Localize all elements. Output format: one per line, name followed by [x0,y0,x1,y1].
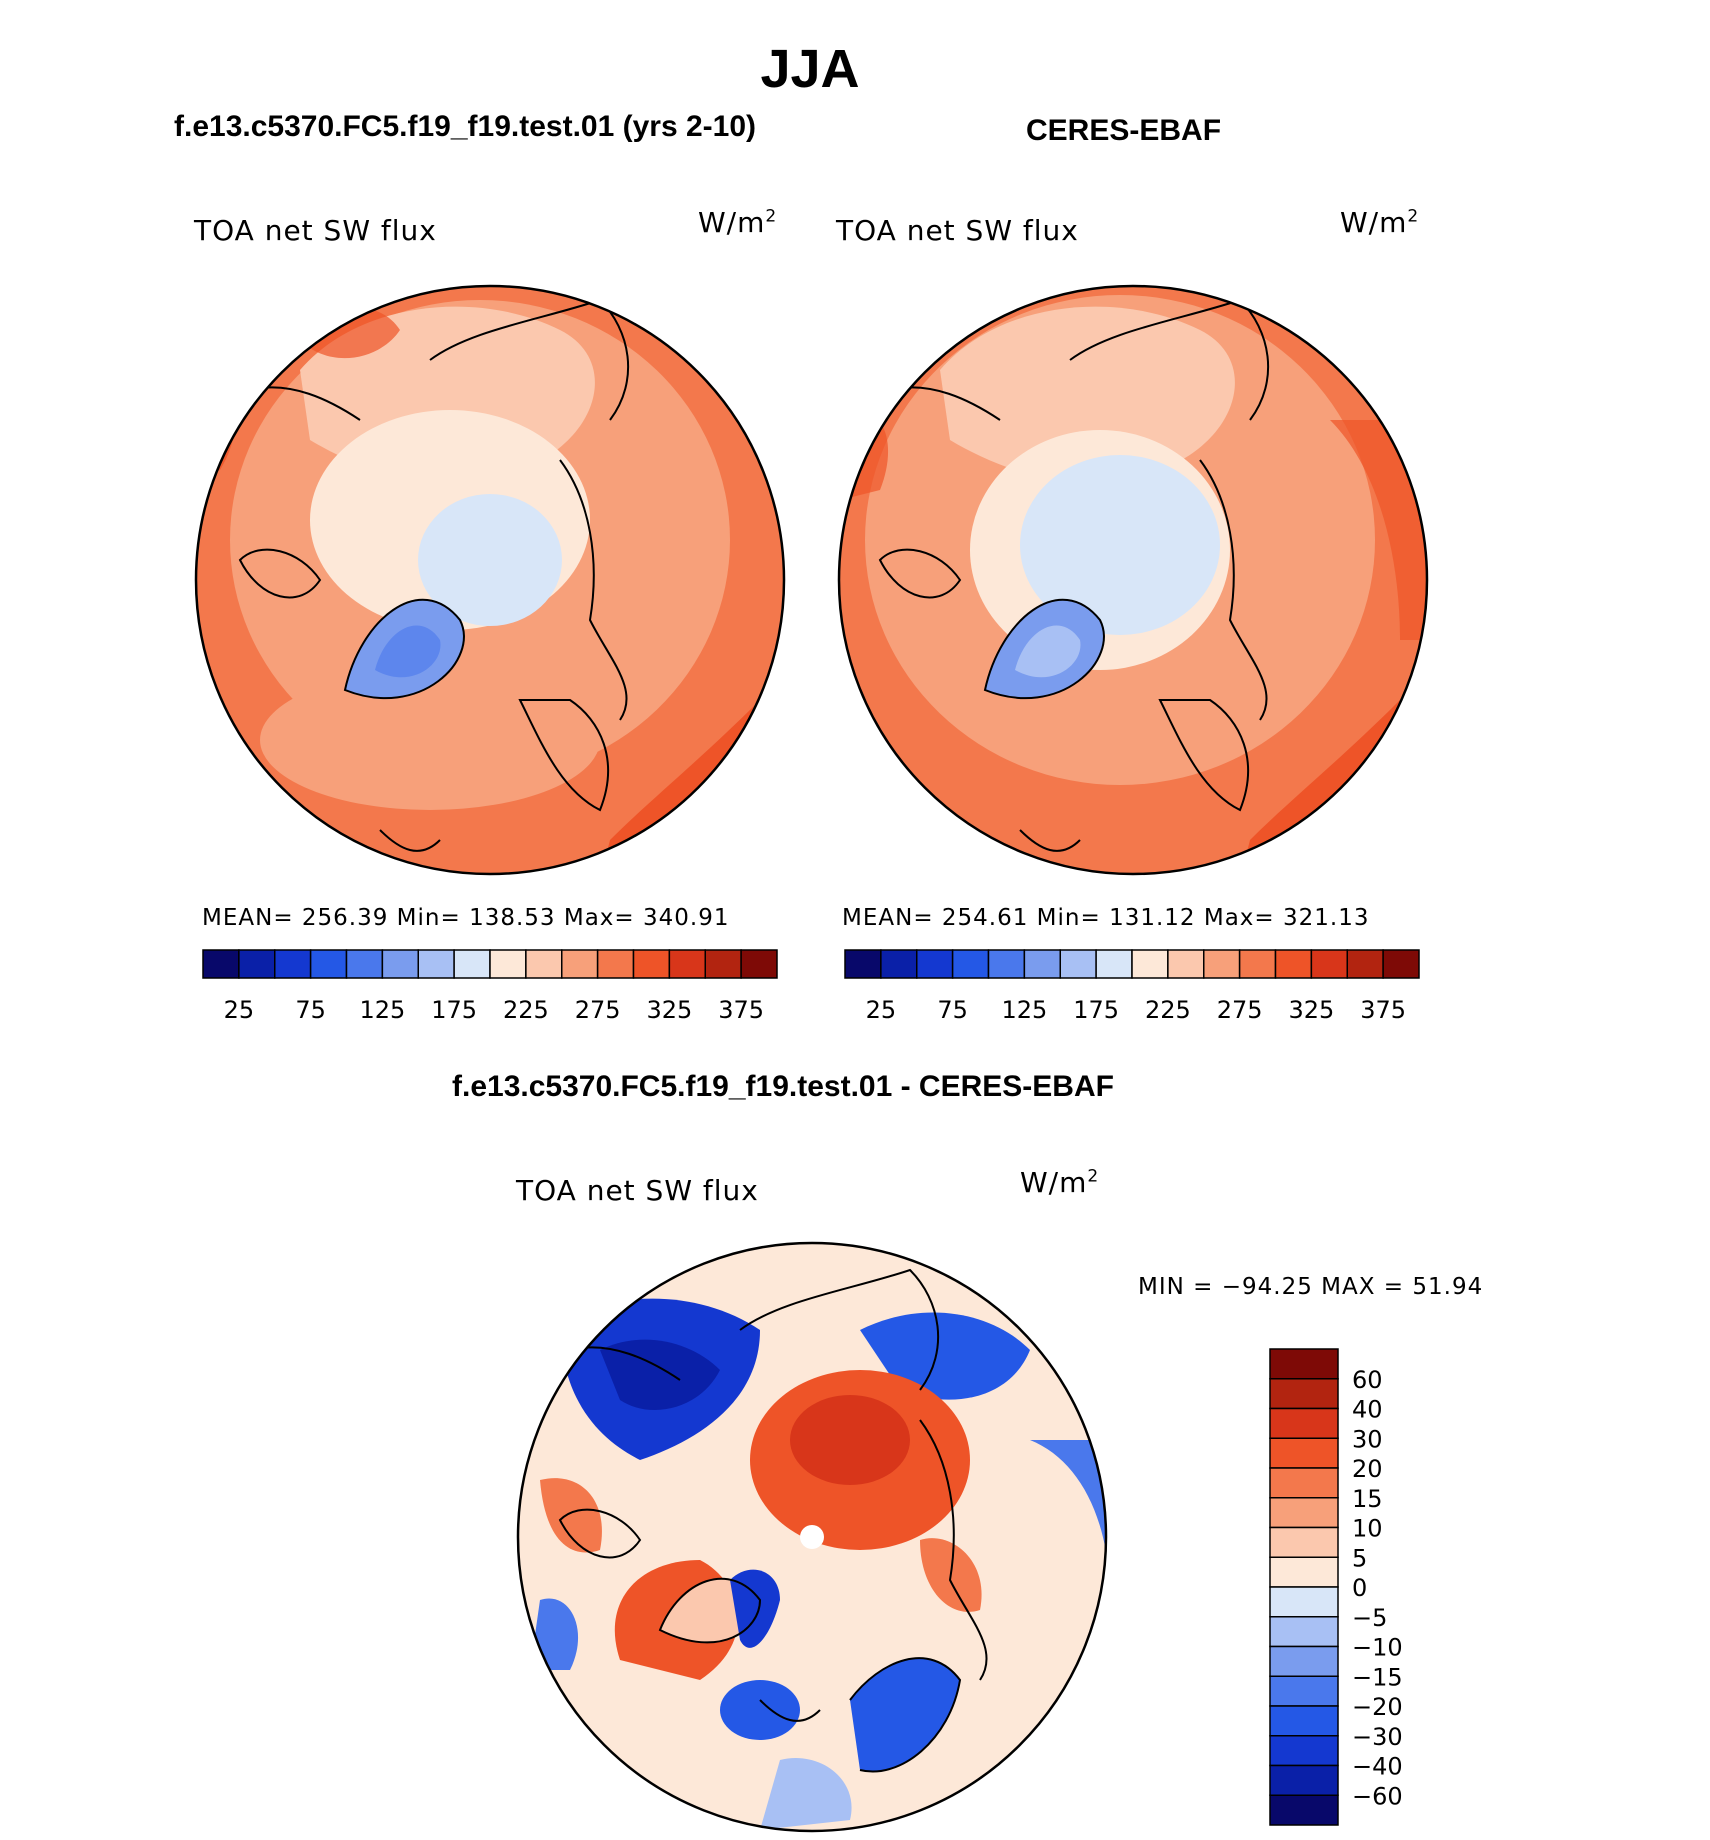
main-title: JJA [760,39,860,99]
colorbar-box [1269,1735,1339,1767]
colorbar-box [1269,1586,1339,1618]
colorbar-box [1095,949,1133,979]
colorbar-tick-label: −5 [1352,1604,1387,1632]
panel-obs-variable: TOA net SW flux [836,214,1079,247]
colorbar-box [1269,1794,1339,1826]
colorbar-tick-label: 325 [1288,996,1334,1024]
panel-obs-title: CERES-EBAF [1026,114,1222,147]
map-model [194,284,786,876]
colorbar-tick-label: −10 [1352,1634,1403,1662]
colorbar-box [1269,1764,1339,1796]
map-diff [516,1241,1108,1833]
colorbar-box [1023,949,1061,979]
colorbar-box [880,949,918,979]
colorbar-box [453,949,491,979]
colorbar-tick-label: 175 [431,996,477,1024]
colorbar-box [1346,949,1384,979]
colorbar-box [1269,1378,1339,1410]
colorbar-box [1269,1348,1339,1380]
colorbar-tick-label: 25 [224,996,255,1024]
panel-model-units: W/m2 [698,206,778,239]
colorbar-box [1382,949,1420,979]
colorbar-tick-label: 275 [575,996,621,1024]
colorbar-tick-label: 175 [1073,996,1119,1024]
colorbar-tick-label: 225 [503,996,549,1024]
colorbar-tick-label: 125 [1001,996,1047,1024]
colorbar-box [417,949,455,979]
colorbar-box [1310,949,1348,979]
diff-minmax: MIN = −94.25 MAX = 51.94 [1138,1274,1484,1300]
colorbar-model: 25 75 125 175 225 275 325 375 [202,949,778,1024]
colorbar-tick-label: 20 [1352,1455,1383,1483]
colorbar-tick-label: 10 [1352,1515,1383,1543]
diff-units: W/m2 [1020,1166,1100,1199]
panel-model-stats: MEAN= 256.39 Min= 138.53 Max= 340.91 [202,905,730,931]
diff-variable: TOA net SW flux [516,1174,759,1207]
colorbar-tick-label: 40 [1352,1396,1383,1424]
colorbar-box [1269,1497,1339,1529]
panel-obs-stats: MEAN= 254.61 Min= 131.12 Max= 321.13 [842,905,1370,931]
colorbar-box [202,949,240,979]
colorbar-box [668,949,706,979]
colorbar-box [381,949,419,979]
colorbar-box [987,949,1026,979]
colorbar-box [1059,949,1097,979]
panel-model-title: f.e13.c5370.FC5.f19_f19.test.01 (yrs 2-1… [174,110,757,143]
map-obs [837,284,1429,876]
colorbar-box [1203,949,1241,979]
colorbar-box [1238,949,1277,979]
colorbar-tick-label: −20 [1352,1693,1403,1721]
colorbar-tick-label: 75 [295,996,326,1024]
colorbar-box [704,949,742,979]
colorbar-tick-label: 25 [866,996,897,1024]
colorbar-box [1167,949,1205,979]
colorbar-box [561,949,599,979]
colorbar-tick-label: −40 [1352,1753,1403,1781]
colorbar-tick-label: 75 [937,996,968,1024]
panel-model-variable: TOA net SW flux [194,214,437,247]
colorbar-box [274,949,312,979]
colorbar-box [951,949,990,979]
colorbar-box [1269,1526,1339,1558]
colorbar-box [309,949,348,979]
colorbar-tick-label: 15 [1352,1485,1383,1513]
colorbar-box [1269,1645,1339,1677]
panel-obs-units: W/m2 [1340,206,1420,239]
colorbar-tick-label: 225 [1145,996,1191,1024]
diff-title: f.e13.c5370.FC5.f19_f19.test.01 - CERES-… [452,1070,1114,1103]
colorbar-box [1269,1616,1339,1648]
colorbar-tick-label: 125 [359,996,405,1024]
colorbar-box [1269,1437,1339,1469]
colorbar-tick-label: −30 [1352,1723,1403,1751]
colorbar-tick-label: 375 [1360,996,1406,1024]
colorbar-box [1269,1467,1339,1499]
colorbar-tick-label: 30 [1352,1425,1383,1453]
colorbar-box [345,949,384,979]
colorbar-tick-label: −60 [1352,1782,1403,1810]
colorbar-box [844,949,882,979]
colorbar-box [525,949,563,979]
colorbar-box [489,949,527,979]
colorbar-tick-label: 5 [1352,1544,1367,1572]
colorbar-box [1131,949,1169,979]
colorbar-obs: 25 75 125 175 225 275 325 375 [844,949,1420,1024]
colorbar-tick-label: 275 [1217,996,1263,1024]
colorbar-box [1269,1407,1339,1439]
colorbar-tick-label: 325 [646,996,692,1024]
colorbar-tick-label: −15 [1352,1663,1403,1691]
colorbar-box [632,949,671,979]
colorbar-tick-label: 0 [1352,1574,1367,1602]
colorbar-box [916,949,954,979]
colorbar-box [238,949,276,979]
colorbar-box [740,949,778,979]
colorbar-box [1269,1705,1339,1737]
colorbar-tick-label: 60 [1352,1366,1383,1394]
colorbar-box [1269,1675,1339,1707]
colorbar-box [1269,1556,1339,1588]
colorbar-tick-label: 375 [718,996,764,1024]
colorbar-box [596,949,635,979]
colorbar-box [1274,949,1313,979]
